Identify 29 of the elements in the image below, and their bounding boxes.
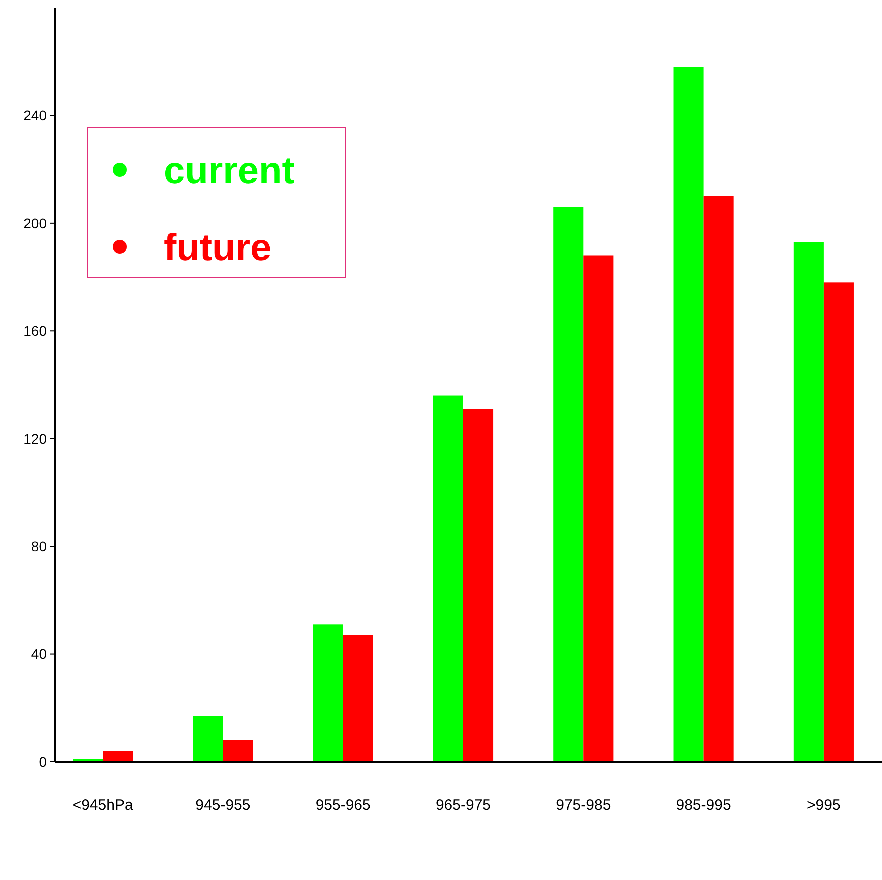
y-tick-label: 200 bbox=[24, 215, 48, 232]
x-tick-label: <945hPa bbox=[72, 797, 134, 814]
y-tick-label: 240 bbox=[24, 108, 48, 124]
x-tick-label: 975-985 bbox=[556, 797, 612, 814]
legend-label: current bbox=[164, 150, 296, 192]
y-tick-label: 80 bbox=[31, 538, 48, 554]
y-tick-label: 160 bbox=[24, 323, 48, 340]
y-tick-label: 120 bbox=[24, 430, 48, 447]
legend-label: future bbox=[164, 227, 272, 270]
bar bbox=[343, 635, 374, 762]
bar bbox=[794, 242, 824, 762]
y-tick-label: 0 bbox=[39, 754, 48, 770]
bar bbox=[554, 207, 584, 762]
bar bbox=[103, 751, 134, 762]
bar bbox=[824, 282, 854, 762]
x-tick-label: 945-955 bbox=[196, 797, 251, 814]
x-tick-label: 965-975 bbox=[436, 797, 492, 814]
bar bbox=[433, 396, 464, 762]
x-tick-label: 955-965 bbox=[316, 797, 371, 814]
bar bbox=[674, 67, 704, 762]
bar bbox=[464, 409, 494, 762]
bar bbox=[223, 740, 254, 762]
bar bbox=[313, 624, 344, 762]
y-tick-label: 40 bbox=[31, 646, 48, 662]
x-tick-label: >995 bbox=[807, 797, 841, 814]
bar bbox=[193, 716, 224, 762]
bar bbox=[704, 196, 734, 762]
bar bbox=[584, 256, 614, 762]
x-tick-label: 985-995 bbox=[676, 797, 732, 814]
